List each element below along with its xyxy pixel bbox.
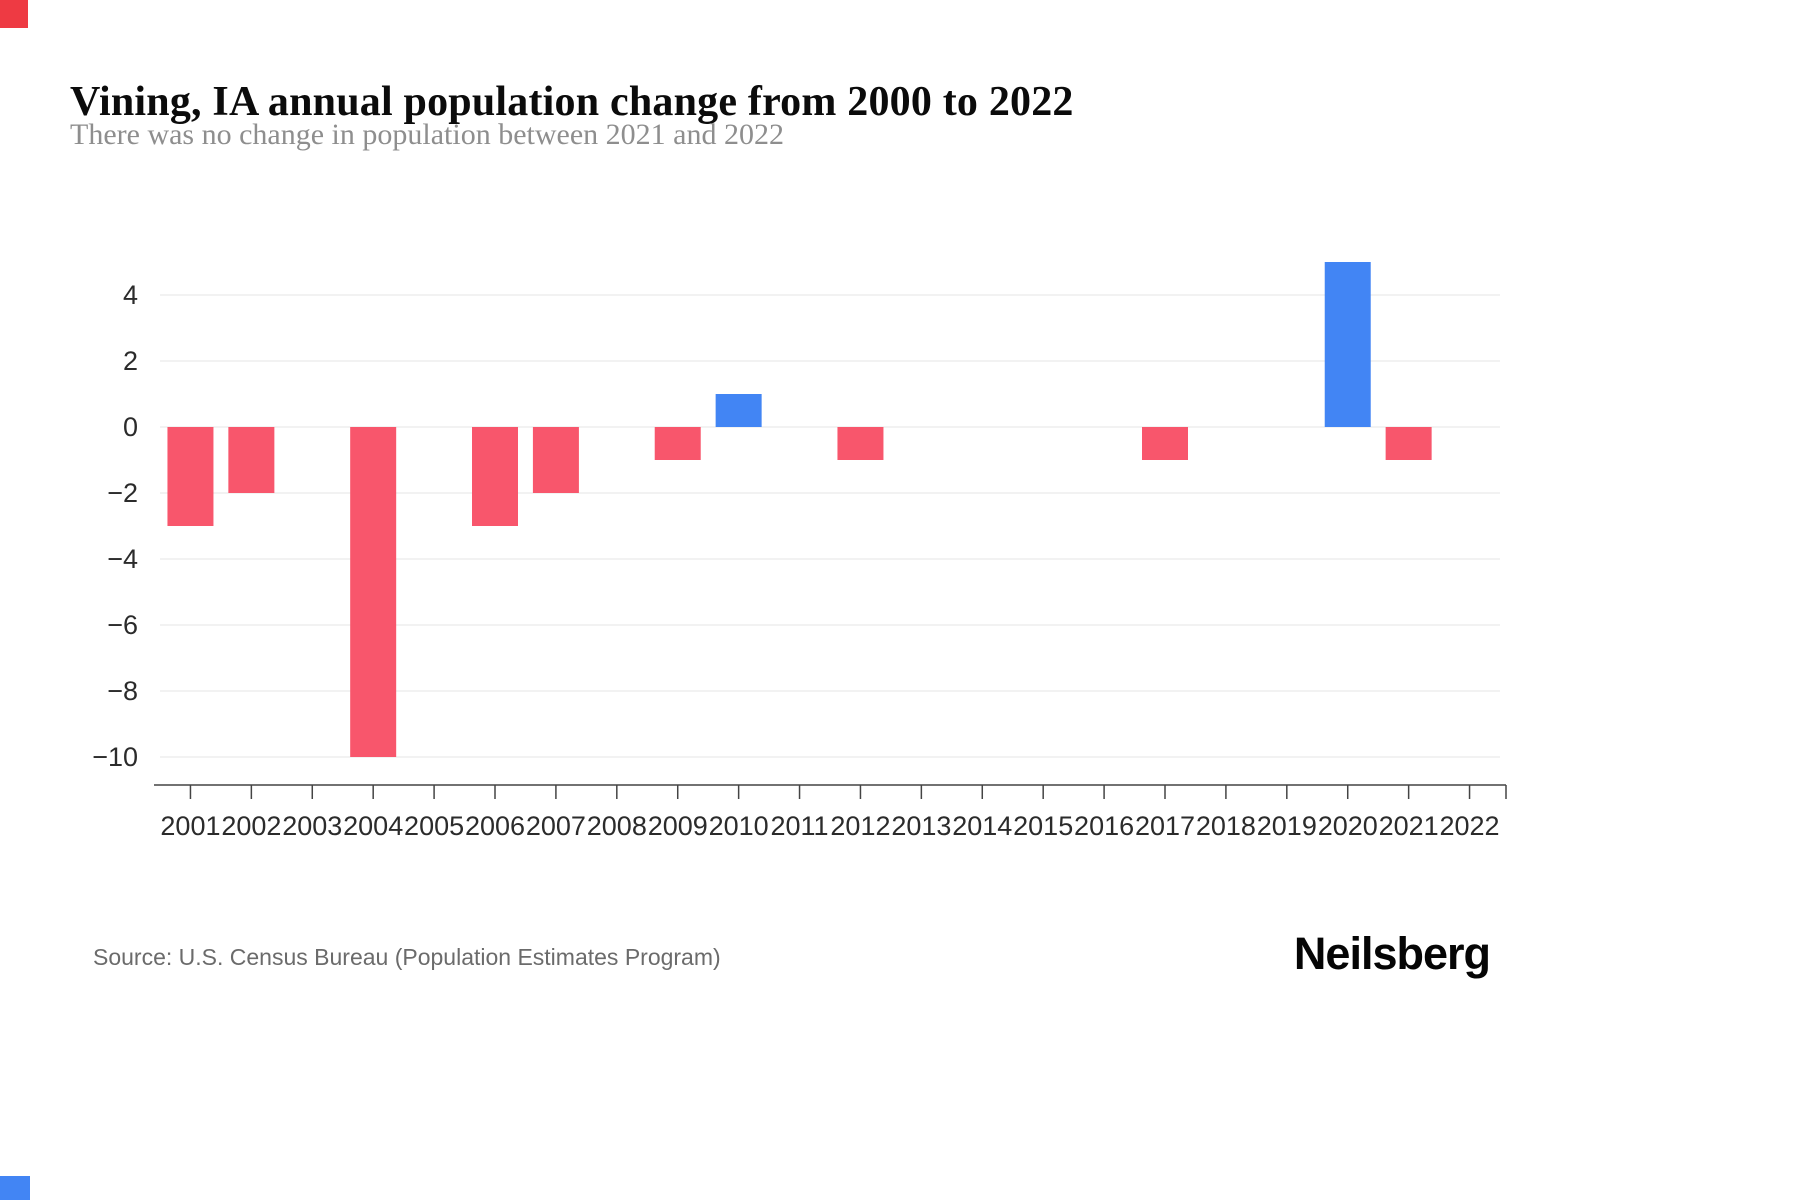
- x-tick-label: 2004: [343, 811, 403, 841]
- x-tick-label: 2022: [1440, 811, 1500, 841]
- bar-2021: [1385, 427, 1432, 460]
- bar-2010: [715, 394, 762, 427]
- x-tick-label: 2011: [771, 811, 829, 841]
- y-tick-label: −8: [107, 676, 138, 706]
- x-tick-label: 2006: [465, 811, 525, 841]
- x-tick-label: 2001: [160, 811, 220, 841]
- x-tick-label: 2015: [1013, 811, 1073, 841]
- x-tick-label: 2007: [526, 811, 586, 841]
- x-tick-label: 2019: [1257, 811, 1317, 841]
- x-tick-label: 2003: [282, 811, 342, 841]
- corner-marker-bottom-left: [0, 1176, 30, 1200]
- bar-2020: [1324, 262, 1371, 427]
- y-tick-label: −4: [107, 544, 138, 574]
- bar-2006: [472, 427, 518, 526]
- x-tick-label: 2017: [1135, 811, 1195, 841]
- x-tick-label: 2013: [891, 811, 951, 841]
- y-tick-label: 2: [123, 346, 138, 376]
- chart-subtitle: There was no change in population betwee…: [70, 118, 784, 151]
- corner-marker-top-left: [0, 0, 28, 28]
- x-tick-label: 2005: [404, 811, 464, 841]
- x-tick-label: 2018: [1196, 811, 1256, 841]
- source-note: Source: U.S. Census Bureau (Population E…: [93, 944, 721, 970]
- x-tick-label: 2008: [587, 811, 647, 841]
- bar-2004: [350, 427, 397, 757]
- y-tick-label: 0: [123, 412, 138, 442]
- y-tick-label: −10: [92, 742, 138, 772]
- x-tick-label: 2010: [709, 811, 769, 841]
- x-tick-label: 2020: [1318, 811, 1378, 841]
- chart-title: Vining, IA annual population change from…: [70, 79, 1074, 126]
- bar-2017: [1142, 427, 1188, 460]
- y-tick-label: −2: [107, 478, 138, 508]
- bar-2007: [532, 427, 579, 493]
- y-tick-label: −6: [107, 610, 138, 640]
- neilsberg-logo: Neilsberg: [1293, 928, 1491, 979]
- x-tick-label: 2021: [1379, 811, 1439, 841]
- bar-2001: [167, 427, 214, 526]
- x-tick-label: 2012: [830, 811, 890, 841]
- x-tick-label: 2002: [221, 811, 281, 841]
- chart-area: 4 2 0 −2 −4 −6 −8 −10 2001 2002 2003 2004 2005 2006 20…: [70, 185, 1520, 885]
- bar-2012: [837, 427, 884, 460]
- bar-2002: [228, 427, 275, 493]
- x-tick-label: 2016: [1074, 811, 1134, 841]
- x-tick-label: 2014: [952, 811, 1012, 841]
- x-tick-label: 2009: [648, 811, 708, 841]
- y-tick-label: 4: [123, 280, 138, 310]
- bar-2009: [654, 427, 701, 460]
